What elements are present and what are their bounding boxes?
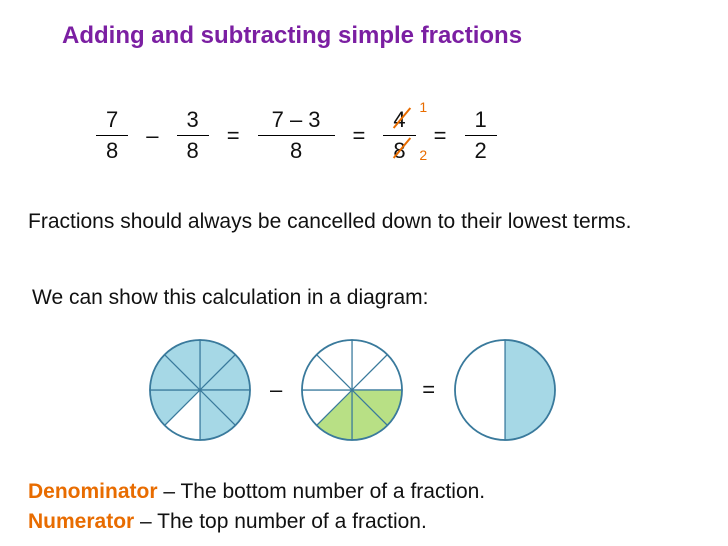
pie-chart-3 xyxy=(453,338,557,442)
fraction-3: 7 – 3 8 xyxy=(258,105,335,167)
minus-op: – xyxy=(146,123,158,149)
fraction-5: 1 2 xyxy=(465,105,497,167)
cancelled-num-value: 1 xyxy=(419,99,427,115)
minus-op: – xyxy=(270,377,282,403)
denominator: 8 xyxy=(276,136,316,166)
equation-row: 7 8 – 3 8 = 7 – 3 8 = 4 8 1 2 = 1 2 xyxy=(88,105,505,167)
definition-text: – The bottom number of a fraction. xyxy=(158,480,486,503)
body-text-2: We can show this calculation in a diagra… xyxy=(32,282,428,314)
numerator: 1 xyxy=(465,105,497,135)
numerator: 3 xyxy=(177,105,209,135)
cancelled-den-value: 2 xyxy=(419,147,427,163)
diagram-row: – = xyxy=(148,338,557,442)
fraction-2: 3 8 xyxy=(177,105,209,167)
term-denominator: Denominator xyxy=(28,480,158,503)
fraction-4-cancelled: 4 8 1 2 xyxy=(383,105,415,167)
equals-op: = xyxy=(227,123,240,149)
page-title: Adding and subtracting simple fractions xyxy=(62,22,522,50)
numerator: 7 xyxy=(96,105,128,135)
equals-op: = xyxy=(434,123,447,149)
equals-op: = xyxy=(353,123,366,149)
pie-chart-2 xyxy=(300,338,404,442)
denominator: 8 xyxy=(177,136,209,166)
numerator: 7 – 3 xyxy=(258,105,335,135)
denominator: 8 xyxy=(96,136,128,166)
fraction-1: 7 8 xyxy=(96,105,128,167)
definition-denominator: Denominator – The bottom number of a fra… xyxy=(28,480,485,504)
term-numerator: Numerator xyxy=(28,510,134,533)
definition-text: – The top number of a fraction. xyxy=(134,510,427,533)
pie-chart-1 xyxy=(148,338,252,442)
denominator: 2 xyxy=(465,136,497,166)
body-text-1: Fractions should always be cancelled dow… xyxy=(28,206,698,238)
equals-op: = xyxy=(422,377,435,403)
definition-numerator: Numerator – The top number of a fraction… xyxy=(28,510,427,534)
